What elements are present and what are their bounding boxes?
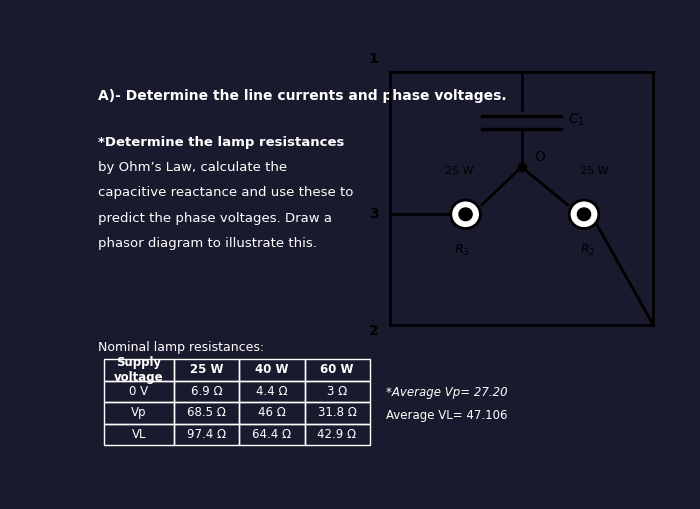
Text: $R_3$: $R_3$: [454, 243, 470, 258]
Text: 3: 3: [369, 207, 378, 221]
Text: phasor diagram to illustrate this.: phasor diagram to illustrate this.: [98, 237, 317, 250]
Bar: [239, 381, 304, 402]
Text: Vp: Vp: [132, 406, 147, 419]
Text: 64.4 Ω: 64.4 Ω: [253, 428, 291, 441]
Text: 42.9 Ω: 42.9 Ω: [318, 428, 356, 441]
Text: 6.9 Ω: 6.9 Ω: [191, 385, 223, 398]
Text: O: O: [535, 150, 545, 164]
Bar: [174, 402, 239, 423]
Bar: [174, 359, 239, 381]
Bar: [304, 423, 370, 445]
Text: Average VL= 47.106: Average VL= 47.106: [386, 409, 508, 422]
Text: 25 W: 25 W: [190, 363, 223, 376]
Text: 25 W: 25 W: [580, 166, 608, 177]
Text: *Determine the lamp resistances: *Determine the lamp resistances: [98, 135, 344, 149]
Text: A)- Determine the line currents and phase voltages.: A)- Determine the line currents and phas…: [98, 89, 507, 102]
Circle shape: [569, 200, 598, 229]
Bar: [104, 381, 174, 402]
Text: 97.4 Ω: 97.4 Ω: [188, 428, 226, 441]
Circle shape: [578, 208, 591, 220]
Text: capacitive reactance and use these to: capacitive reactance and use these to: [98, 186, 354, 200]
Bar: [104, 359, 174, 381]
Bar: [304, 381, 370, 402]
Text: 1: 1: [369, 52, 378, 66]
Circle shape: [451, 200, 480, 229]
Text: $C_1$: $C_1$: [568, 111, 584, 128]
Text: 60 W: 60 W: [321, 363, 354, 376]
Text: $R_2$: $R_2$: [580, 243, 595, 258]
Text: by Ohm’s Law, calculate the: by Ohm’s Law, calculate the: [98, 161, 288, 174]
Bar: [239, 423, 304, 445]
Text: 0 V: 0 V: [130, 385, 148, 398]
Text: Nominal lamp resistances:: Nominal lamp resistances:: [98, 342, 265, 354]
Circle shape: [459, 208, 472, 220]
Bar: [104, 423, 174, 445]
Bar: [174, 423, 239, 445]
Bar: [104, 402, 174, 423]
Text: 40 W: 40 W: [256, 363, 288, 376]
Text: 4.4 Ω: 4.4 Ω: [256, 385, 288, 398]
Text: Supply
voltage: Supply voltage: [114, 356, 164, 384]
Bar: [239, 402, 304, 423]
Text: predict the phase voltages. Draw a: predict the phase voltages. Draw a: [98, 212, 332, 225]
Bar: [174, 381, 239, 402]
Text: 31.8 Ω: 31.8 Ω: [318, 406, 356, 419]
Text: 68.5 Ω: 68.5 Ω: [188, 406, 226, 419]
Bar: [304, 402, 370, 423]
Bar: [239, 359, 304, 381]
Text: 3 Ω: 3 Ω: [327, 385, 347, 398]
Text: *Average Vp= 27.20: *Average Vp= 27.20: [386, 386, 508, 399]
Bar: [304, 359, 370, 381]
Text: 2: 2: [369, 324, 378, 338]
Text: VL: VL: [132, 428, 146, 441]
Text: 46 Ω: 46 Ω: [258, 406, 286, 419]
Text: 25 W: 25 W: [444, 166, 473, 177]
